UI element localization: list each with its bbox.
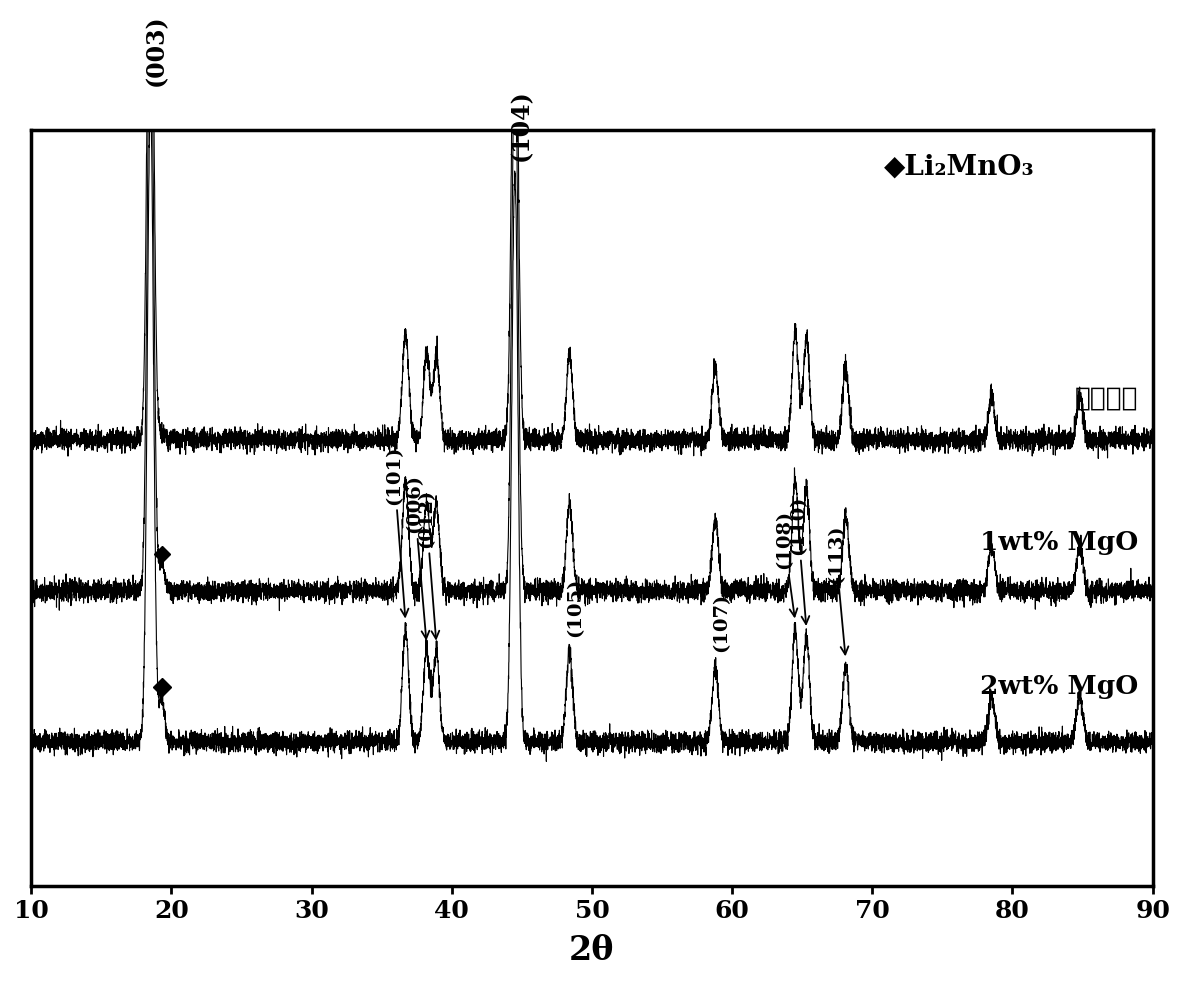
Text: 2wt% MgO: 2wt% MgO	[980, 674, 1139, 698]
Text: 空白样品: 空白样品	[1075, 387, 1139, 411]
Text: (104): (104)	[508, 89, 533, 161]
Text: ◆Li₂MnO₃: ◆Li₂MnO₃	[883, 153, 1034, 181]
Text: (101): (101)	[385, 445, 408, 617]
Text: (105): (105)	[566, 578, 584, 637]
X-axis label: 2θ: 2θ	[570, 934, 614, 967]
Text: (110): (110)	[789, 495, 810, 624]
Text: (113): (113)	[826, 524, 849, 654]
Text: (003): (003)	[144, 14, 168, 85]
Text: 1wt% MgO: 1wt% MgO	[980, 530, 1139, 555]
Text: (012): (012)	[418, 489, 439, 639]
Text: (006): (006)	[406, 475, 430, 639]
Text: (108): (108)	[776, 510, 797, 616]
Text: (107): (107)	[712, 593, 729, 652]
